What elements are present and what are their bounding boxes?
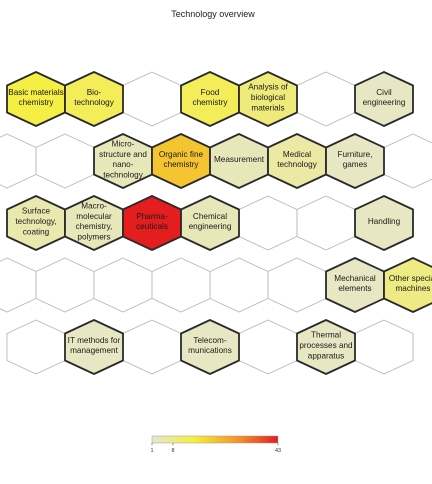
hex-shape: [383, 257, 432, 313]
hex-shape: [122, 319, 182, 375]
hex-label: Food chemistry: [192, 88, 228, 107]
hex-shape: [64, 319, 124, 375]
hex-cell-empty: [354, 319, 414, 375]
hex-shape: [6, 319, 66, 375]
hex-label: Micro-structure and nano-technology: [99, 139, 147, 179]
hex-label: Telecom-munications: [188, 336, 232, 355]
hex-cell-handling: Handling: [354, 195, 414, 251]
hex-cell-analysis-of-biological-materials: Analysis of biological materials: [238, 71, 298, 127]
hex-cell-other-special-machines: Other specialmachines: [383, 257, 432, 313]
hex-label: Organic fine chemistry: [159, 150, 204, 169]
hex-label: Pharma-ceuticals: [136, 212, 168, 231]
hex-cell-furniture-games: Furniture, games: [325, 133, 385, 189]
colorbar-tick-label: 43: [275, 448, 281, 454]
hex-shape: [354, 71, 414, 127]
hex-shape: [296, 319, 356, 375]
hex-shape: [238, 319, 298, 375]
hex-label: Measurement: [214, 155, 265, 164]
hex-shape: [383, 133, 432, 189]
hex-cell-telecom-munications: Telecom-munications: [180, 319, 240, 375]
hex-shape: [35, 133, 95, 189]
hex-label: Medical technology: [277, 150, 318, 169]
hex-cell-chemical-engineering: Chemical engineering: [180, 195, 240, 251]
hex-label: Chemical engineering: [189, 212, 232, 231]
hex-shape: [180, 195, 240, 251]
hex-label: Macro-molecular chemistry, polymers: [76, 201, 113, 241]
hex-cell-empty: [238, 195, 298, 251]
hex-cell-empty: [151, 257, 211, 313]
hex-label: Bio-technology: [74, 88, 115, 107]
hex-cell-basic-materials-chemistry: Basic materials chemistry: [6, 71, 66, 127]
hex-cell-empty: [296, 71, 356, 127]
hex-label: Mechanical elements: [334, 274, 376, 293]
hex-shape: [93, 257, 153, 313]
hex-shape: [35, 257, 95, 313]
hex-cell-empty: [122, 319, 182, 375]
hex-cell-mechanical-elements: Mechanical elements: [325, 257, 385, 313]
hex-cell-micro-structure-and-nano-technology: Micro-structure and nano-technology: [93, 133, 153, 189]
hex-label: Other specialmachines: [389, 274, 432, 293]
hex-shape: [296, 71, 356, 127]
hex-cell-macro-molecular-chemistry-polymers: Macro-molecular chemistry, polymers: [64, 195, 124, 251]
chart-title: Technology overview: [171, 9, 255, 19]
hex-shape: [151, 257, 211, 313]
hex-cell-empty: [0, 133, 37, 189]
hex-cell-empty: [209, 257, 269, 313]
hex-grid: Basic materials chemistry Bio-technology Fo…: [0, 71, 432, 375]
hex-cell-empty: [296, 195, 356, 251]
hex-cell-pharma-ceuticals: Pharma-ceuticals: [122, 195, 182, 251]
hex-cell-empty: [267, 257, 327, 313]
hex-shape: [122, 71, 182, 127]
hex-cell-empty: [122, 71, 182, 127]
colorbar-gradient: [151, 435, 279, 444]
hex-cell-empty: [35, 133, 95, 189]
hex-shape: [296, 195, 356, 251]
hex-cell-it-methods-for-management: IT methods for management: [64, 319, 124, 375]
hex-shape: [354, 195, 414, 251]
hex-shape: [64, 71, 124, 127]
colorbar-ticks: 1 8 43: [150, 443, 281, 454]
hex-shape: [0, 257, 37, 313]
hex-label: Basic materials chemistry: [8, 88, 64, 107]
hex-cell-food-chemistry: Food chemistry: [180, 71, 240, 127]
colorbar-tick-label: 1: [150, 448, 153, 454]
hex-cell-organic-fine-chemistry: Organic fine chemistry: [151, 133, 211, 189]
hex-cell-empty: [383, 133, 432, 189]
hex-shape: [354, 319, 414, 375]
hex-cell-medical-technology: Medical technology: [267, 133, 327, 189]
hex-label: Surface technology, coating: [15, 207, 56, 237]
hex-label: Handling: [368, 217, 401, 226]
hex-shape: [238, 71, 298, 127]
colorbar-tick-label: 8: [171, 448, 174, 454]
hex-cell-empty: [6, 319, 66, 375]
hex-shape: [209, 257, 269, 313]
hex-shape: [180, 319, 240, 375]
hex-label: Analysis of biological materials: [248, 83, 288, 113]
hex-cell-measurement: Measurement: [209, 133, 269, 189]
hex-cell-civil-engineering: Civil engineering: [354, 71, 414, 127]
colorbar: 1 8 43: [150, 435, 281, 454]
hex-cell-empty: [238, 319, 298, 375]
hex-label: IT methods for management: [68, 336, 121, 355]
hex-cell-empty: [35, 257, 95, 313]
hex-label: Civil engineering: [363, 88, 406, 107]
hex-shape: [325, 133, 385, 189]
hex-cell-thermal-processes-and-apparatus: Thermal processes and apparatus: [296, 319, 356, 375]
hex-label: Furniture, games: [337, 150, 372, 169]
hex-shape: [267, 257, 327, 313]
hex-cell-empty: [0, 257, 37, 313]
hex-shape: [0, 133, 37, 189]
hex-cell-empty: [93, 257, 153, 313]
hex-label: Thermal processes and apparatus: [299, 331, 353, 361]
hex-cell-bio-technology: Bio-technology: [64, 71, 124, 127]
hex-cell-surface-technology-coating: Surface technology, coating: [6, 195, 66, 251]
hex-shape: [238, 195, 298, 251]
